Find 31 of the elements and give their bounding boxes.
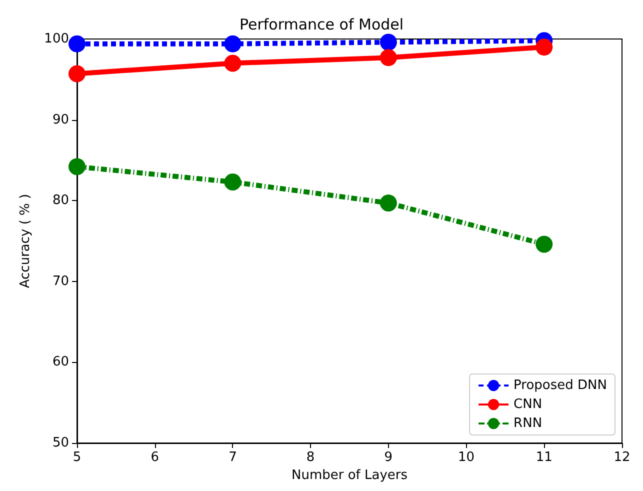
y-tick-label: 70 <box>52 274 69 289</box>
x-tick-label: 5 <box>72 450 82 465</box>
point <box>536 236 553 253</box>
point <box>68 65 86 82</box>
y-axis-title: Accuracy ( % ) <box>18 194 33 288</box>
point <box>536 38 553 56</box>
point <box>224 54 242 72</box>
x-axis-title: Number of Layers <box>291 468 408 483</box>
x-tick-label: 6 <box>150 450 159 465</box>
y-tick-label: 80 <box>52 193 69 208</box>
x-tick-label: 11 <box>536 450 552 465</box>
y-tick-label: 100 <box>44 32 69 46</box>
legend-label: Proposed DNN <box>514 378 608 393</box>
y-tick-label: 60 <box>52 354 69 370</box>
point <box>380 34 397 51</box>
legend-label: CNN <box>514 397 542 412</box>
x-tick-label: 7 <box>228 450 237 465</box>
y-tick-label: 90 <box>52 112 69 128</box>
x-tick-label: 12 <box>614 450 630 465</box>
legend-label: RNN <box>514 416 542 431</box>
point <box>224 35 242 52</box>
chart-title: Performance of Model <box>239 16 404 34</box>
point <box>380 194 397 212</box>
point <box>68 35 86 52</box>
point <box>224 174 242 191</box>
point <box>380 49 397 66</box>
x-tick-label: 8 <box>306 450 315 465</box>
x-tick-label: 10 <box>458 450 475 465</box>
point <box>68 158 86 176</box>
y-tick-label: 50 <box>52 436 69 450</box>
x-tick-label: 9 <box>384 450 393 465</box>
